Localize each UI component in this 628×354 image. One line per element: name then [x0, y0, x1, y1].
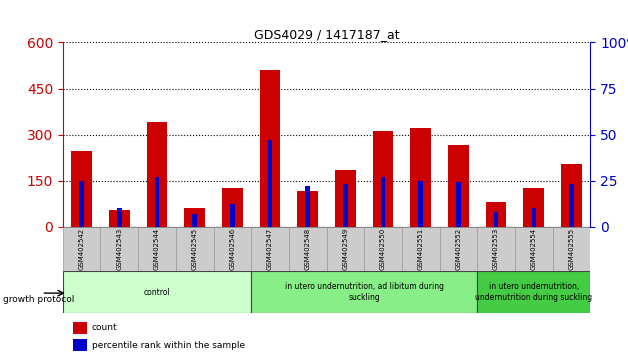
Bar [230, 205, 235, 227]
Bar [63, 271, 251, 313]
Bar [364, 227, 402, 271]
Bar [327, 227, 364, 271]
Bar [251, 227, 289, 271]
Bar [251, 271, 477, 313]
Bar [486, 202, 507, 227]
Bar [477, 271, 590, 313]
Title: GDS4029 / 1417187_at: GDS4029 / 1417187_at [254, 28, 399, 41]
Text: GSM402546: GSM402546 [229, 228, 236, 270]
Bar [343, 184, 348, 227]
Bar [494, 212, 499, 227]
Bar [418, 181, 423, 227]
Bar [109, 210, 129, 227]
Bar [73, 322, 87, 334]
Text: GSM402551: GSM402551 [418, 228, 424, 270]
Bar [569, 184, 574, 227]
Text: count: count [92, 324, 117, 332]
Bar [411, 129, 431, 227]
Bar [185, 208, 205, 227]
Bar [147, 122, 168, 227]
Text: in utero undernutrition,
undernutrition during suckling: in utero undernutrition, undernutrition … [475, 282, 592, 302]
Text: GSM402542: GSM402542 [78, 228, 85, 270]
Bar [289, 227, 327, 271]
Text: control: control [144, 287, 170, 297]
Text: GSM402552: GSM402552 [455, 228, 462, 270]
Bar [553, 227, 590, 271]
Text: percentile rank within the sample: percentile rank within the sample [92, 341, 245, 349]
Bar [335, 170, 355, 227]
Bar [138, 227, 176, 271]
Bar [100, 227, 138, 271]
Bar [531, 208, 536, 227]
Text: GSM402550: GSM402550 [380, 228, 386, 270]
Bar [372, 131, 393, 227]
Bar [79, 181, 84, 227]
Bar [268, 140, 273, 227]
Text: GSM402554: GSM402554 [531, 228, 537, 270]
Bar [561, 164, 582, 227]
Text: GSM402545: GSM402545 [192, 228, 198, 270]
Bar [260, 70, 280, 227]
Bar [524, 188, 544, 227]
Bar [154, 177, 160, 227]
Bar [402, 227, 440, 271]
Text: GSM402555: GSM402555 [568, 228, 575, 270]
Text: GSM402544: GSM402544 [154, 228, 160, 270]
Text: GSM402553: GSM402553 [493, 228, 499, 270]
Bar [63, 227, 100, 271]
Bar [305, 186, 310, 227]
Bar [73, 339, 87, 351]
Bar [192, 214, 197, 227]
Bar [176, 227, 214, 271]
Bar [448, 145, 468, 227]
Bar [72, 152, 92, 227]
Text: in utero undernutrition, ad libitum during
suckling: in utero undernutrition, ad libitum duri… [284, 282, 444, 302]
Bar [381, 177, 386, 227]
Text: GSM402549: GSM402549 [342, 228, 349, 270]
Bar [222, 188, 242, 227]
Text: growth protocol: growth protocol [3, 295, 75, 304]
Bar [117, 208, 122, 227]
Bar [214, 227, 251, 271]
Bar [456, 182, 461, 227]
Bar [477, 227, 515, 271]
Text: GSM402543: GSM402543 [116, 228, 122, 270]
Text: GSM402547: GSM402547 [267, 228, 273, 270]
Bar [298, 191, 318, 227]
Bar [440, 227, 477, 271]
Text: GSM402548: GSM402548 [305, 228, 311, 270]
Bar [515, 227, 553, 271]
